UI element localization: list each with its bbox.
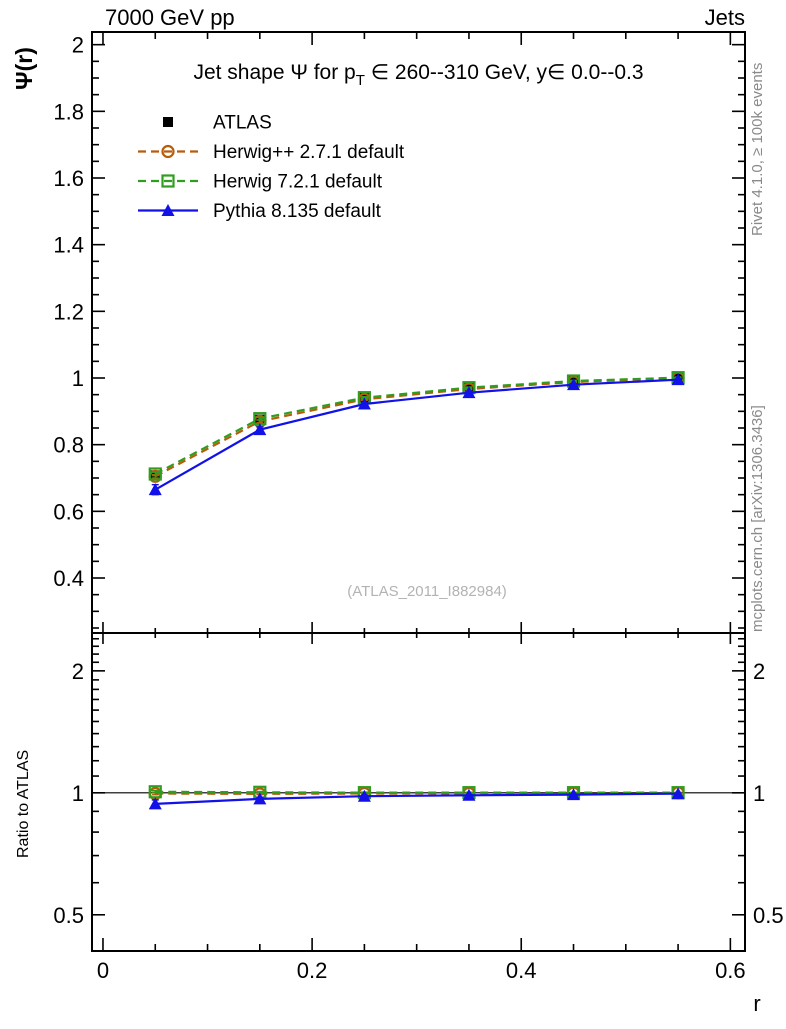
- x-tick-label: 0.4: [506, 958, 537, 983]
- series-herwig7-line: [155, 790, 679, 794]
- main-y-axis-title: Ψ(r): [11, 47, 37, 90]
- series-pythia-main: [148, 373, 685, 496]
- main-y-tick-label: 1.6: [53, 166, 84, 191]
- main-panel-frame: [91, 31, 746, 634]
- marker-filled-triangle: [567, 378, 581, 391]
- analysis-group-label: Jets: [705, 5, 745, 30]
- marker-open-square: [148, 467, 162, 481]
- marker-filled-triangle: [161, 204, 175, 216]
- x-ticks: [102, 32, 732, 951]
- marker-filled-triangle: [671, 787, 685, 800]
- ratio-y-tick-label-right: 1: [753, 781, 765, 806]
- marker-filled-triangle: [253, 792, 267, 805]
- panel-frames: [91, 31, 746, 952]
- x-tick-label: 0: [97, 958, 109, 983]
- main-y-tick-label: 1.4: [53, 233, 84, 258]
- rivet-version-label: Rivet 4.1.0, ≥ 100k events: [749, 63, 766, 236]
- main-y-tick-label: 0.4: [53, 566, 84, 591]
- marker-filled-triangle: [253, 423, 267, 436]
- ratio-y-ticks: [92, 637, 745, 916]
- legend-label: ATLAS: [213, 113, 272, 134]
- chart-layer: 0 0.2 0.4 0.6 0.4 0.6 0.8 1 1.2 1.4 1.6 1.8 2 0.5 0.5 1…: [53, 31, 784, 983]
- legend-label: Pythia 8.135 default: [213, 201, 382, 222]
- marker-filled-square: [163, 117, 173, 127]
- plot-title-segment: Jet shape Ψ for p: [193, 61, 355, 84]
- series-herwig7-line: [154, 376, 679, 475]
- ratio-y-tick-labels: 0.5 0.5 1 1 2 2: [53, 659, 783, 928]
- plot-title: Jet shape Ψ for pT ∈ 260--310 GeV, y∈ 0.…: [193, 61, 643, 89]
- ratio-panel-frame: [91, 632, 746, 952]
- analysis-id-watermark: (ATLAS_2011_I882984): [347, 583, 507, 600]
- marker-open-square: [161, 174, 175, 188]
- series-herwigpp-main: [148, 371, 685, 483]
- legend-item-herwig7: Herwig 7.2.1 default: [138, 172, 383, 193]
- main-y-tick-label: 1.2: [53, 299, 84, 324]
- marker-filled-triangle: [148, 483, 162, 496]
- ratio-y-tick-label-left: 0.5: [53, 903, 84, 928]
- main-y-ticks: [92, 43, 745, 629]
- collision-energy-label: 7000 GeV pp: [105, 5, 235, 30]
- ratio-y-tick-label-left: 2: [72, 659, 84, 684]
- marker-filled-triangle: [462, 788, 476, 801]
- marker-filled-triangle: [462, 386, 476, 399]
- marker-open-square: [148, 785, 162, 799]
- main-y-tick-label: 0.6: [53, 499, 84, 524]
- ratio-y-tick-label-right: 0.5: [753, 903, 784, 928]
- series-herwigpp-line: [154, 376, 679, 478]
- main-y-tick-labels: 0.4 0.6 0.8 1 1.2 1.4 1.6 1.8 2: [53, 33, 84, 591]
- legend-item-pythia: Pythia 8.135 default: [138, 201, 382, 222]
- mcplots-reference-label: mcplots.cern.ch [arXiv:1306.3436]: [749, 405, 766, 632]
- ratio-y-tick-label-right: 2: [753, 659, 765, 684]
- marker-filled-triangle: [567, 788, 581, 801]
- main-y-tick-label: 1: [72, 366, 84, 391]
- series-atlas-main: [150, 373, 684, 481]
- ratio-y-tick-label-left: 1: [72, 781, 84, 806]
- x-tick-label: 0.2: [297, 958, 328, 983]
- legend-label: Herwig++ 2.7.1 default: [213, 142, 405, 163]
- ratio-y-axis-title: Ratio to ATLAS: [15, 750, 32, 858]
- legend-label: Herwig 7.2.1 default: [213, 172, 383, 193]
- series-pythia-ratio: [148, 787, 685, 810]
- main-y-tick-label: 1.8: [53, 99, 84, 124]
- marker-filled-triangle: [357, 789, 371, 802]
- x-tick-labels: 0 0.2 0.4 0.6: [97, 958, 746, 983]
- marker-filled-triangle: [671, 373, 685, 386]
- marker-open-circle: [161, 144, 175, 159]
- main-y-tick-label: 2: [72, 33, 84, 58]
- x-axis-title: r: [753, 991, 760, 1016]
- legend-item-herwigpp: Herwig++ 2.7.1 default: [138, 142, 405, 163]
- series-pythia-line: [155, 792, 679, 805]
- plot-title-segment: ∈ 260--310 GeV, y∈ 0.0--0.3: [365, 61, 644, 84]
- series-herwig7-main: [148, 371, 685, 481]
- plot-title-subscript: T: [356, 72, 365, 89]
- main-y-tick-label: 0.8: [53, 433, 84, 458]
- legend: ATLAS Herwig++ 2.7.1 default Herwig 7.2.1 …: [138, 113, 405, 222]
- legend-item-atlas: ATLAS: [163, 113, 272, 134]
- x-tick-label: 0.6: [715, 958, 746, 983]
- marker-filled-triangle: [148, 797, 162, 810]
- marker-filled-triangle: [357, 397, 371, 410]
- series-pythia-line: [154, 378, 679, 491]
